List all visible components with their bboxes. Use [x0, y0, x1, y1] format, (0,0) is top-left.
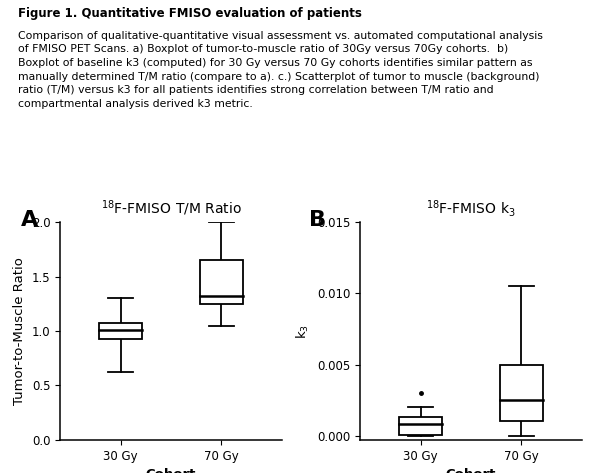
- X-axis label: Cohort: Cohort: [446, 468, 496, 473]
- Bar: [500, 365, 542, 421]
- Bar: [200, 260, 242, 304]
- Title: $^{18}$F-FMISO T/M Ratio: $^{18}$F-FMISO T/M Ratio: [101, 199, 241, 219]
- Bar: [100, 324, 142, 339]
- Text: Figure 1. Quantitative FMISO evaluation of patients: Figure 1. Quantitative FMISO evaluation …: [18, 7, 362, 20]
- Bar: [400, 417, 442, 435]
- Text: Comparison of qualitative-quantitative visual assessment vs. automated computati: Comparison of qualitative-quantitative v…: [18, 31, 543, 109]
- Title: $^{18}$F-FMISO k$_3$: $^{18}$F-FMISO k$_3$: [426, 198, 516, 219]
- Y-axis label: Tumor-to-Muscle Ratio: Tumor-to-Muscle Ratio: [13, 257, 26, 405]
- Y-axis label: k$_3$: k$_3$: [295, 324, 311, 339]
- Text: B: B: [309, 210, 326, 230]
- X-axis label: Cohort: Cohort: [146, 468, 196, 473]
- Text: A: A: [21, 210, 38, 230]
